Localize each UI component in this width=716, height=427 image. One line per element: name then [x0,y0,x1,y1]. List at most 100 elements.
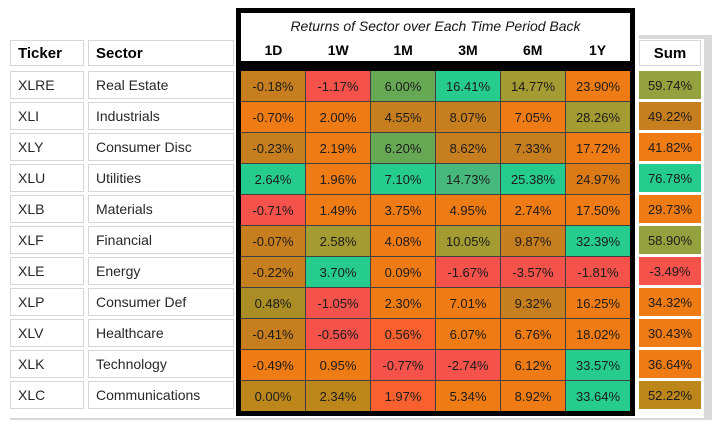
heat-cell-xlp-1w[interactable]: -1.05% [306,288,370,318]
sum-cell-xlf[interactable]: 58.90% [639,226,701,254]
heat-cell-xlf-6m[interactable]: 9.87% [501,226,565,256]
sector-cell-xlu[interactable]: Utilities [88,164,234,192]
sector-cell-xlf[interactable]: Financial [88,226,234,254]
sum-cell-xlv[interactable]: 30.43% [639,319,701,347]
heat-cell-xlf-1m[interactable]: 4.08% [371,226,435,256]
heat-cell-xlb-1m[interactable]: 3.75% [371,195,435,225]
sector-cell-xlv[interactable]: Healthcare [88,319,234,347]
ticker-cell-xle[interactable]: XLE [10,257,84,285]
heat-cell-xlv-6m[interactable]: 6.76% [501,319,565,349]
sector-cell-xlb[interactable]: Materials [88,195,234,223]
heat-cell-xli-6m[interactable]: 7.05% [501,102,565,132]
sum-cell-xly[interactable]: 41.82% [639,133,701,161]
heat-cell-xly-3m[interactable]: 8.62% [436,133,500,163]
period-header-6m[interactable]: 6M [523,42,543,58]
period-header-1d[interactable]: 1D [264,42,283,58]
period-header-1m[interactable]: 1M [393,42,413,58]
sector-cell-xlp[interactable]: Consumer Def [88,288,234,316]
sum-cell-xlb[interactable]: 29.73% [639,195,701,223]
heat-cell-xlk-1w[interactable]: 0.95% [306,350,370,380]
heat-cell-xli-1d[interactable]: -0.70% [241,102,305,132]
sector-cell-xlre[interactable]: Real Estate [88,71,234,99]
heat-cell-xle-3m[interactable]: -1.67% [436,257,500,287]
heat-cell-xlu-1y[interactable]: 24.97% [566,164,630,194]
heat-cell-xlb-1y[interactable]: 17.50% [566,195,630,225]
sum-cell-xlk[interactable]: 36.64% [639,350,701,378]
heat-cell-xlu-1w[interactable]: 1.96% [306,164,370,194]
heat-cell-xle-1m[interactable]: 0.09% [371,257,435,287]
sector-cell-xli[interactable]: Industrials [88,102,234,130]
heat-cell-xlu-1d[interactable]: 2.64% [241,164,305,194]
heat-cell-xlre-1m[interactable]: 6.00% [371,71,435,101]
heat-cell-xle-1y[interactable]: -1.81% [566,257,630,287]
period-header-1y[interactable]: 1Y [589,42,607,58]
ticker-cell-xlc[interactable]: XLC [10,381,84,409]
sector-cell-xlc[interactable]: Communications [88,381,234,409]
heat-cell-xly-6m[interactable]: 7.33% [501,133,565,163]
heat-cell-xlv-1y[interactable]: 18.02% [566,319,630,349]
heat-cell-xlf-1d[interactable]: -0.07% [241,226,305,256]
heat-cell-xli-1w[interactable]: 2.00% [306,102,370,132]
heat-cell-xlv-1w[interactable]: -0.56% [306,319,370,349]
heat-cell-xlv-1d[interactable]: -0.41% [241,319,305,349]
heat-cell-xly-1d[interactable]: -0.23% [241,133,305,163]
heat-cell-xlp-1m[interactable]: 2.30% [371,288,435,318]
heat-cell-xlc-1d[interactable]: 0.00% [241,381,305,411]
heat-cell-xlc-3m[interactable]: 5.34% [436,381,500,411]
sector-cell-xly[interactable]: Consumer Disc [88,133,234,161]
ticker-cell-xlre[interactable]: XLRE [10,71,84,99]
heat-cell-xlv-3m[interactable]: 6.07% [436,319,500,349]
heat-cell-xlre-3m[interactable]: 16.41% [436,71,500,101]
sum-cell-xle[interactable]: -3.49% [639,257,701,285]
heat-cell-xlf-3m[interactable]: 10.05% [436,226,500,256]
sum-cell-xlu[interactable]: 76.78% [639,164,701,192]
heat-cell-xlv-1m[interactable]: 0.56% [371,319,435,349]
heat-cell-xlb-3m[interactable]: 4.95% [436,195,500,225]
ticker-cell-xlp[interactable]: XLP [10,288,84,316]
heat-cell-xle-1d[interactable]: -0.22% [241,257,305,287]
heat-cell-xlb-1w[interactable]: 1.49% [306,195,370,225]
heat-cell-xlu-1m[interactable]: 7.10% [371,164,435,194]
heat-cell-xlu-3m[interactable]: 14.73% [436,164,500,194]
heat-cell-xly-1w[interactable]: 2.19% [306,133,370,163]
sum-cell-xli[interactable]: 49.22% [639,102,701,130]
heat-cell-xlre-1d[interactable]: -0.18% [241,71,305,101]
heat-cell-xlk-1y[interactable]: 33.57% [566,350,630,380]
heat-cell-xlre-1w[interactable]: -1.17% [306,71,370,101]
sector-cell-xlk[interactable]: Technology [88,350,234,378]
period-header-1w[interactable]: 1W [327,42,349,58]
heat-cell-xlc-1m[interactable]: 1.97% [371,381,435,411]
heat-cell-xlc-1w[interactable]: 2.34% [306,381,370,411]
ticker-cell-xlu[interactable]: XLU [10,164,84,192]
ticker-cell-xlf[interactable]: XLF [10,226,84,254]
heat-cell-xlk-6m[interactable]: 6.12% [501,350,565,380]
heat-cell-xlb-1d[interactable]: -0.71% [241,195,305,225]
heat-cell-xlc-1y[interactable]: 33.64% [566,381,630,411]
sector-column-header[interactable]: Sector [88,40,234,66]
period-header-3m[interactable]: 3M [458,42,478,58]
sum-column-header[interactable]: Sum [639,40,701,66]
heat-cell-xlp-6m[interactable]: 9.32% [501,288,565,318]
ticker-cell-xlb[interactable]: XLB [10,195,84,223]
heat-cell-xly-1y[interactable]: 17.72% [566,133,630,163]
ticker-column-header[interactable]: Ticker [10,40,84,66]
ticker-cell-xly[interactable]: XLY [10,133,84,161]
sum-cell-xlp[interactable]: 34.32% [639,288,701,316]
sector-cell-xle[interactable]: Energy [88,257,234,285]
heat-cell-xlc-6m[interactable]: 8.92% [501,381,565,411]
heat-cell-xlf-1y[interactable]: 32.39% [566,226,630,256]
sum-cell-xlc[interactable]: 52.22% [639,381,701,409]
heat-cell-xli-1y[interactable]: 28.26% [566,102,630,132]
ticker-cell-xlk[interactable]: XLK [10,350,84,378]
ticker-cell-xli[interactable]: XLI [10,102,84,130]
heat-cell-xlre-1y[interactable]: 23.90% [566,71,630,101]
ticker-cell-xlv[interactable]: XLV [10,319,84,347]
heat-cell-xlu-6m[interactable]: 25.38% [501,164,565,194]
heat-cell-xli-3m[interactable]: 8.07% [436,102,500,132]
heat-cell-xlp-3m[interactable]: 7.01% [436,288,500,318]
heat-cell-xlk-3m[interactable]: -2.74% [436,350,500,380]
heat-cell-xle-6m[interactable]: -3.57% [501,257,565,287]
heat-cell-xli-1m[interactable]: 4.55% [371,102,435,132]
sum-cell-xlre[interactable]: 59.74% [639,71,701,99]
heat-cell-xlre-6m[interactable]: 14.77% [501,71,565,101]
